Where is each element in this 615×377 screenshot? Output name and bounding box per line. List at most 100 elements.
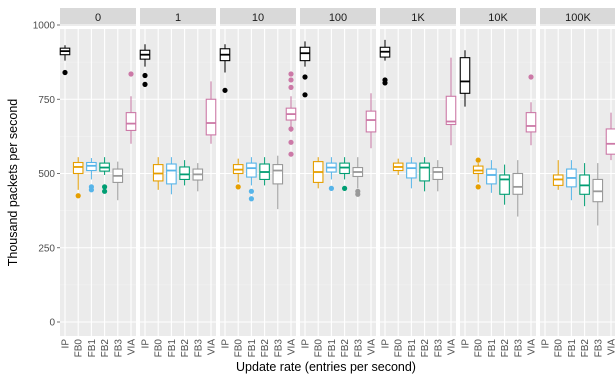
panel-background xyxy=(540,29,615,336)
outlier-point xyxy=(475,157,481,163)
y-axis: 0 250 500 750 1000 xyxy=(33,21,60,329)
x-tick-label: FB3 xyxy=(593,339,604,358)
box-via xyxy=(445,95,457,126)
outlier-point xyxy=(62,69,68,76)
facet-panel: 10K IP FB0 FB1 FB2 FB3 VIA xyxy=(459,8,538,358)
outlier-point xyxy=(142,81,148,87)
outlier-point xyxy=(328,185,334,191)
x-tick-label: FB0 xyxy=(474,339,485,358)
facet-strip xyxy=(140,8,216,26)
outlier-point xyxy=(235,184,241,190)
facet-strip xyxy=(300,8,376,26)
panel-background xyxy=(380,29,456,336)
x-tick-label: FB1 xyxy=(327,339,338,358)
x-tick-label: FB2 xyxy=(580,339,591,358)
box-fb0 xyxy=(72,161,84,175)
box-fb2 xyxy=(179,166,190,180)
x-tick-label: FB3 xyxy=(513,339,524,358)
facet-strip xyxy=(220,8,296,26)
x-tick-label: FB3 xyxy=(273,339,284,358)
outlier-point xyxy=(342,185,348,191)
x-tick-label: FB3 xyxy=(113,339,124,358)
panel-background xyxy=(60,29,136,336)
x-tick-label: IP xyxy=(461,339,472,349)
x-tick-label: IP xyxy=(541,339,552,349)
outlier-point xyxy=(88,187,94,193)
x-tick-label: IP xyxy=(221,339,232,349)
box-fb3 xyxy=(432,167,444,180)
x-tick-label: FB3 xyxy=(433,339,444,358)
x-tick-label: FB1 xyxy=(247,339,258,358)
x-tick-label: FB1 xyxy=(87,339,98,358)
outlier-point xyxy=(288,71,294,77)
panel-background xyxy=(220,29,296,336)
x-tick-label: FB0 xyxy=(314,339,325,358)
box-via xyxy=(525,112,537,133)
x-tick-label: FB3 xyxy=(353,339,364,358)
box-via xyxy=(205,98,217,136)
x-tick-label: IP xyxy=(141,339,152,349)
facet-strip xyxy=(380,8,456,26)
x-tick-label: FB2 xyxy=(420,339,431,358)
facet-strip-label: 1 xyxy=(175,12,181,24)
x-tick-label: IP xyxy=(61,339,72,349)
outlier-point xyxy=(128,71,134,77)
facet-panel: 100K IP FB0 FB1 FB2 FB3 VIA xyxy=(540,8,615,357)
x-tick-label: FB1 xyxy=(567,339,578,358)
box-fb3 xyxy=(272,164,284,185)
outlier-point xyxy=(528,74,534,80)
box-fb1 xyxy=(486,168,497,185)
y-axis-title: Thousand packets per second xyxy=(6,99,20,267)
outlier-point xyxy=(75,193,81,199)
box-fb1 xyxy=(246,162,257,178)
x-tick-label: VIA xyxy=(287,339,298,355)
x-tick-label: VIA xyxy=(607,339,615,355)
x-tick-label: FB2 xyxy=(180,339,191,358)
panel-background xyxy=(460,29,536,336)
x-tick-label: VIA xyxy=(127,339,138,355)
facet-strip xyxy=(540,8,615,26)
y-tick-label: 500 xyxy=(38,169,55,180)
x-tick-label: FB2 xyxy=(500,339,511,358)
facet-strip-label: 1K xyxy=(411,12,425,24)
outlier-point xyxy=(142,72,148,79)
x-tick-label: FB0 xyxy=(554,339,565,358)
facet-panel: 100 IP FB0 FB1 FB2 FB3 VIA xyxy=(299,8,378,358)
box-fb1 xyxy=(406,162,417,179)
facet-strip-label: 10K xyxy=(488,12,508,24)
x-tick-label: FB3 xyxy=(193,339,204,358)
outlier-point xyxy=(248,188,254,194)
outlier-point xyxy=(102,188,108,194)
x-tick-label: FB0 xyxy=(154,339,165,358)
facet-strip-label: 100 xyxy=(329,12,347,24)
x-tick-label: FB1 xyxy=(167,339,178,358)
panel-background xyxy=(140,29,216,336)
facet-strip xyxy=(60,8,136,26)
outlier-point xyxy=(288,77,294,83)
x-tick-label: VIA xyxy=(447,339,458,355)
x-tick-label: FB2 xyxy=(100,339,111,358)
outlier-point xyxy=(102,184,108,190)
box-fb3 xyxy=(512,172,524,195)
facet-panel: 1 IP FB0 FB1 FB2 FB3 VIA xyxy=(139,8,218,358)
box-fb2 xyxy=(419,162,430,182)
x-tick-label: IP xyxy=(381,339,392,349)
outlier-point xyxy=(248,196,254,202)
y-tick-label: 750 xyxy=(38,95,55,106)
box-via xyxy=(365,110,377,133)
x-tick-label: FB2 xyxy=(260,339,271,358)
outlier-point xyxy=(475,184,481,190)
x-tick-label: FB0 xyxy=(234,339,245,358)
x-tick-label: VIA xyxy=(207,339,218,355)
facet-panel: 10 IP FB0 FB1 FB2 FB3 VIA xyxy=(219,8,298,358)
facet-strip xyxy=(460,8,536,26)
x-tick-label: FB1 xyxy=(487,339,498,358)
x-tick-label: VIA xyxy=(527,339,538,355)
box-ip xyxy=(459,57,471,94)
outlier-point xyxy=(288,126,294,132)
outlier-point xyxy=(355,191,361,197)
facet-strip-label: 100K xyxy=(565,12,591,24)
x-tick-label: VIA xyxy=(367,339,378,355)
outlier-point xyxy=(302,92,308,98)
